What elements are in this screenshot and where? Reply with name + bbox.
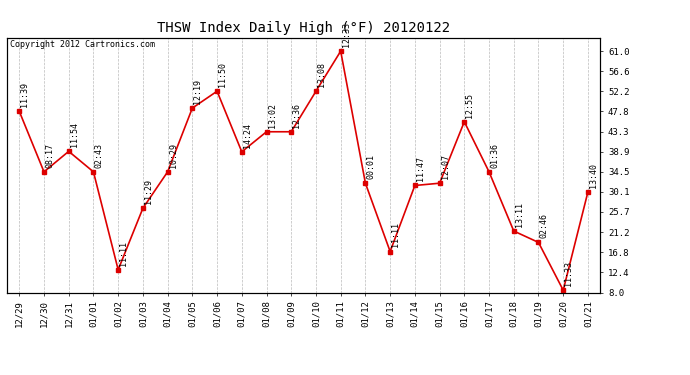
Text: 13:11: 13:11 — [515, 202, 524, 227]
Text: 12:36: 12:36 — [293, 103, 302, 128]
Text: 11:11: 11:11 — [119, 241, 128, 266]
Text: 11:33: 11:33 — [564, 261, 573, 286]
Text: 13:08: 13:08 — [317, 62, 326, 87]
Text: 11:11: 11:11 — [391, 222, 400, 248]
Title: THSW Index Daily High (°F) 20120122: THSW Index Daily High (°F) 20120122 — [157, 21, 450, 35]
Text: 02:43: 02:43 — [95, 142, 103, 168]
Text: 00:01: 00:01 — [366, 154, 375, 179]
Text: 13:02: 13:02 — [268, 103, 277, 128]
Text: 11:47: 11:47 — [416, 156, 425, 182]
Text: 11:29: 11:29 — [144, 179, 153, 204]
Text: 11:50: 11:50 — [218, 62, 227, 87]
Text: 08:17: 08:17 — [45, 142, 54, 168]
Text: 12:33: 12:33 — [342, 22, 351, 47]
Text: 11:39: 11:39 — [20, 82, 29, 107]
Text: 10:29: 10:29 — [168, 142, 177, 168]
Text: 13:40: 13:40 — [589, 163, 598, 188]
Text: Copyright 2012 Cartronics.com: Copyright 2012 Cartronics.com — [10, 40, 155, 49]
Text: 12:55: 12:55 — [465, 93, 474, 118]
Text: 01:36: 01:36 — [490, 142, 499, 168]
Text: 12:19: 12:19 — [193, 79, 202, 104]
Text: 12:07: 12:07 — [441, 154, 450, 179]
Text: 11:54: 11:54 — [70, 122, 79, 147]
Text: 14:24: 14:24 — [243, 123, 252, 148]
Text: 02:46: 02:46 — [540, 213, 549, 238]
